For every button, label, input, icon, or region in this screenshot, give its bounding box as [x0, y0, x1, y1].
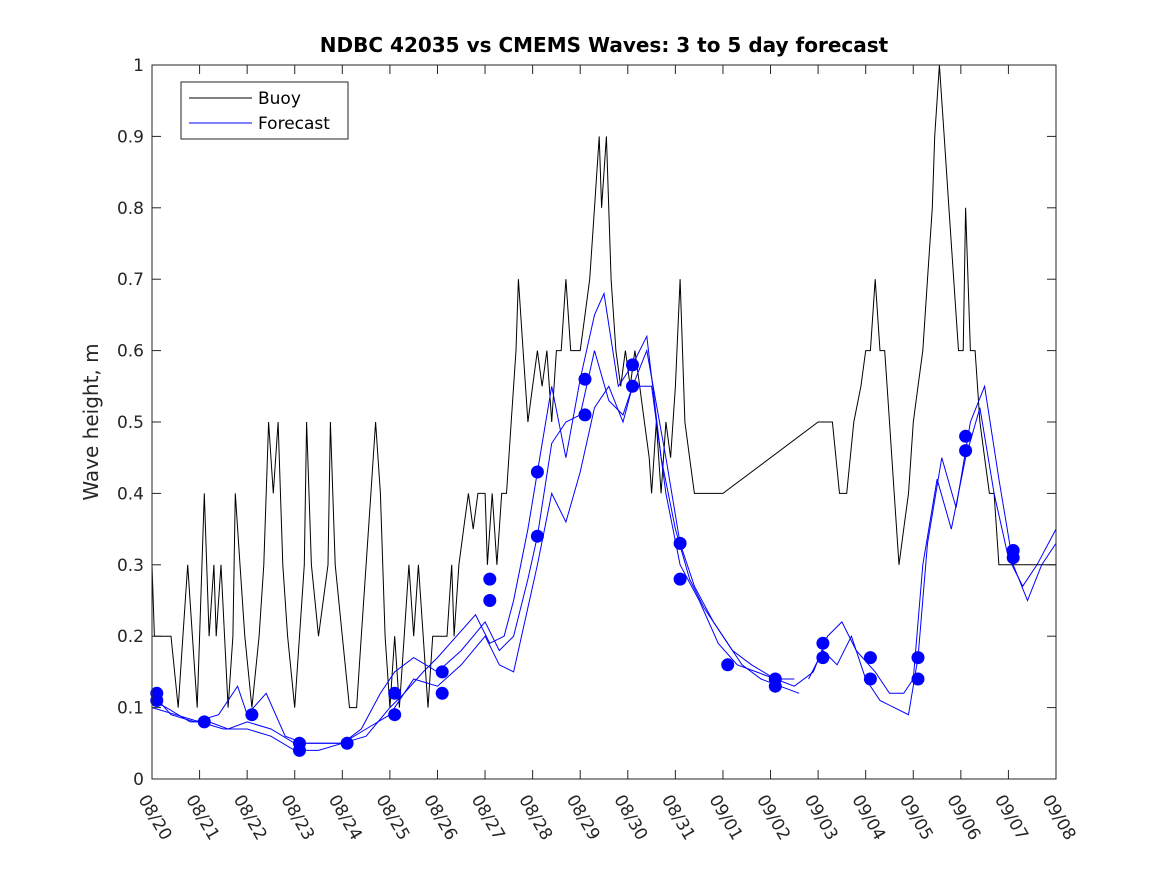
y-tick-label: 0.5: [117, 413, 144, 433]
y-axis-label: Wave height, m: [79, 343, 103, 500]
forecast-marker: [768, 679, 782, 693]
data-layer: [150, 64, 1057, 757]
forecast-marker: [911, 672, 925, 686]
forecast-marker: [959, 444, 973, 458]
forecast-marker: [816, 636, 830, 650]
y-tick-label: 0.7: [117, 270, 144, 290]
forecast-marker: [435, 665, 449, 679]
forecast-marker: [863, 672, 877, 686]
forecast-marker: [816, 651, 830, 665]
forecast-marker: [626, 358, 639, 372]
legend: Buoy Forecast: [180, 81, 349, 140]
forecast-marker: [721, 658, 735, 672]
legend-box: [180, 81, 349, 140]
y-tick-label: 0.9: [117, 127, 144, 147]
forecast-series-line-4: [808, 384, 1057, 716]
forecast-marker: [388, 708, 402, 722]
forecast-series-line-1: [151, 291, 800, 744]
y-tick-label: 0.2: [117, 627, 144, 647]
forecast-marker: [435, 686, 449, 700]
forecast-marker: [626, 379, 639, 393]
forecast-marker: [340, 736, 354, 750]
y-tick-label: 1: [133, 56, 144, 76]
chart-title: NDBC 42035 vs CMEMS Waves: 3 to 5 day fo…: [320, 33, 889, 57]
legend-label-buoy: Buoy: [258, 89, 301, 109]
forecast-marker: [911, 651, 925, 665]
forecast-marker: [673, 572, 687, 586]
forecast-marker: [245, 708, 259, 722]
forecast-series-line-3: [151, 385, 795, 751]
forecast-marker: [578, 372, 592, 386]
buoy-series-line: [151, 64, 1056, 709]
y-tick-label: 0.4: [117, 484, 144, 504]
forecast-marker: [1006, 551, 1020, 565]
y-tick-label: 0.3: [117, 556, 144, 576]
forecast-marker: [673, 536, 687, 550]
y-tick-label: 0.8: [117, 199, 144, 219]
legend-label-forecast: Forecast: [258, 114, 330, 134]
forecast-series-line-2: [151, 348, 1057, 744]
y-tick-label: 0: [133, 770, 144, 790]
forecast-marker: [959, 429, 973, 443]
forecast-marker: [863, 651, 877, 665]
forecast-marker: [483, 572, 497, 586]
y-tick-label: 0.6: [117, 342, 144, 362]
forecast-marker: [150, 694, 164, 707]
forecast-marker: [578, 408, 592, 422]
forecast-marker: [530, 465, 544, 479]
forecast-marker: [530, 529, 544, 543]
y-tick-label: 0.1: [117, 699, 144, 719]
forecast-marker: [388, 686, 402, 700]
forecast-marker: [197, 715, 211, 729]
forecast-marker: [293, 743, 306, 757]
forecast-marker: [483, 594, 497, 607]
